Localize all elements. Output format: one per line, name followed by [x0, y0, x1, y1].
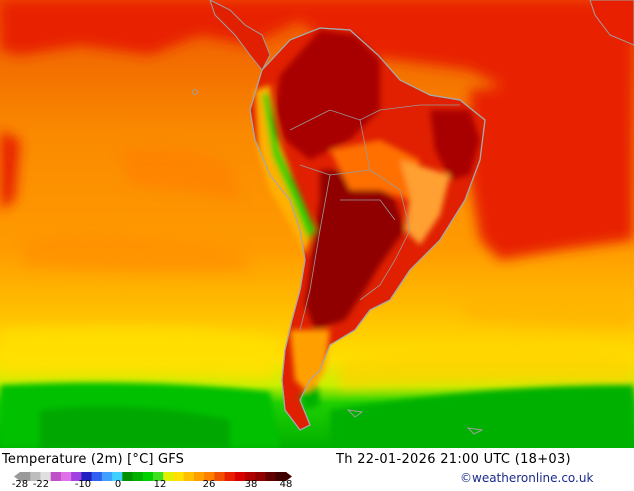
legend-swatch [204, 472, 215, 481]
legend-swatch [122, 472, 134, 481]
map-title: Temperature (2m) [°C] GFS [2, 452, 185, 467]
warm-band-north [0, 0, 634, 260]
legend-swatch [153, 472, 164, 481]
legend-swatch [71, 472, 82, 481]
legend-swatch [20, 472, 31, 481]
legend-swatch [60, 472, 72, 481]
africa-fragment [589, 0, 634, 46]
legend-swatch [265, 472, 277, 481]
legend-tick: 12 [153, 479, 167, 490]
south-america [249, 27, 486, 431]
legend-swatch [245, 472, 256, 481]
legend-tick: 0 [114, 479, 122, 490]
legend-swatch [50, 472, 62, 481]
legend-swatch [173, 472, 185, 481]
legend-arrow-left [14, 472, 20, 481]
legend-swatch [214, 472, 226, 481]
legend-swatch [30, 472, 41, 481]
green-band-south [0, 382, 634, 448]
legend-swatch [40, 472, 52, 481]
yellow-band-south [0, 326, 634, 390]
country-borders [289, 104, 460, 331]
legend-swatch [224, 472, 236, 481]
legend-swatch [132, 472, 144, 481]
legend-tick: -22 [32, 479, 50, 490]
islands [192, 89, 484, 435]
map-footer: Temperature (2m) [°C] GFS Th 22-01-2026 … [0, 448, 634, 490]
legend-swatch [183, 472, 195, 481]
legend-tick-labels: -28 -22 -10 0 12 26 38 48 [0, 479, 310, 491]
legend-swatch [275, 472, 287, 481]
legend-tick: 26 [202, 479, 216, 490]
map-canvas [0, 0, 634, 448]
color-legend [14, 472, 292, 481]
legend-arrow-right [286, 472, 292, 481]
legend-swatch [255, 472, 267, 481]
isthmus [209, 0, 271, 71]
legend-tick: -10 [74, 479, 92, 490]
credit-link[interactable]: ©weatheronline.co.uk [460, 471, 594, 485]
legend-swatch [163, 472, 174, 481]
temperature-map [0, 0, 634, 448]
warm-patches-ocean [20, 147, 634, 330]
legend-swatch [193, 472, 205, 481]
legend-swatch [101, 472, 113, 481]
central-america [209, 0, 271, 71]
legend-swatch [91, 472, 103, 481]
legend-swatch [234, 472, 246, 481]
legend-swatch [142, 472, 154, 481]
legend-tick: 48 [279, 479, 293, 490]
legend-tick: 38 [244, 479, 258, 490]
forecast-datetime: Th 22-01-2026 21:00 UTC (18+03) [336, 452, 571, 467]
legend-swatch [81, 472, 93, 481]
legend-tick: -28 [11, 479, 29, 490]
legend-swatch [112, 472, 123, 481]
